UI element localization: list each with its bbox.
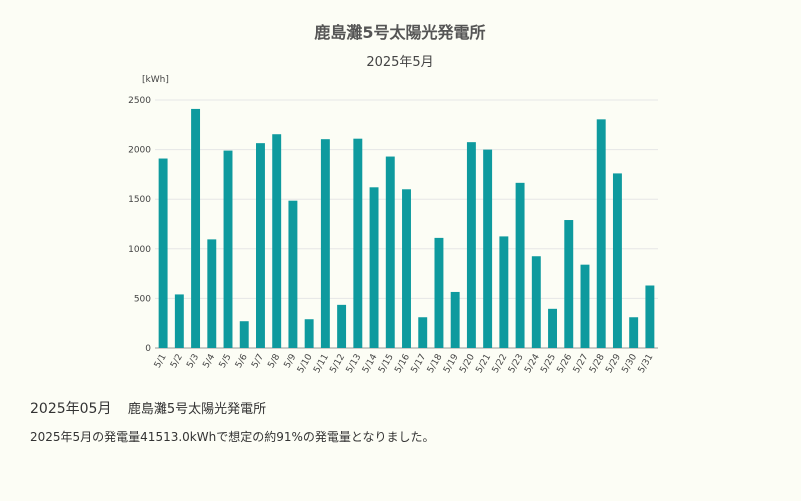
y-axis-unit: [kWh] [142,75,169,85]
x-tick-label: 5/18 [426,352,445,375]
bar [466,142,476,348]
bar [385,156,395,348]
x-tick-label: 5/10 [296,352,315,375]
bar [645,285,655,348]
bar [548,308,557,348]
bar [320,139,330,348]
x-tick-label: 5/28 [588,352,607,375]
x-tick-label: 5/26 [556,352,575,375]
x-tick-label: 5/19 [442,352,461,375]
chart-subtitle: 2025年5月 [366,55,433,70]
bar [272,134,282,348]
bar [304,319,314,348]
bar [434,237,444,348]
bar [337,304,347,348]
y-tick-label: 0 [145,344,151,354]
x-tick-label: 5/14 [361,352,380,375]
x-tick-label: 5/15 [377,353,396,376]
x-tick-label: 5/31 [637,353,656,376]
x-tick-label: 5/6 [234,352,250,370]
x-tick-label: 5/7 [250,353,266,371]
bar [256,143,265,348]
bar [483,149,493,348]
bar [564,220,574,348]
bar [207,239,217,348]
bar [158,158,168,348]
x-tick-label: 5/4 [201,352,217,370]
bar [174,294,184,348]
bar [369,187,379,348]
bar [596,119,606,349]
bar [531,256,541,348]
bar-chart: 鹿島灘5号太陽光発電所 2025年5月 [kWh] 0 500 1000 1500 20… [128,23,658,375]
bar [612,173,622,348]
bar [288,200,298,348]
bars [158,108,655,349]
x-tick-label: 5/12 [328,353,347,376]
bar [629,317,639,348]
chart-title: 鹿島灘5号太陽光発電所 [314,23,485,42]
y-tick-label: 500 [134,294,151,304]
x-tick-label: 5/8 [266,352,282,370]
bar [191,108,201,348]
x-tick-label: 5/22 [491,353,510,376]
bar [353,138,363,348]
summary-heading: 2025年05月 鹿島灘5号太陽光発電所 [30,398,266,418]
x-tick-label: 5/24 [523,352,542,375]
x-tick-label: 5/20 [458,352,477,375]
x-tick-labels: 5/1 5/2 5/3 5/4 5/5 5/6 5/7 5/8 5/95/105/115/125… [153,352,656,375]
bar [450,291,460,348]
summary-plant-name: 鹿島灘5号太陽光発電所 [127,402,267,417]
x-tick-label: 5/21 [474,353,493,376]
x-tick-label: 5/29 [604,352,623,375]
bar [580,264,590,348]
x-tick-label: 5/9 [283,352,299,370]
bar [402,189,411,348]
x-tick-label: 5/30 [620,352,639,375]
y-tick-label: 1000 [128,245,151,255]
x-tick-label: 5/23 [507,353,526,376]
x-tick-label: 5/27 [572,353,591,376]
x-tick-label: 5/25 [539,353,558,376]
x-tick-label: 5/5 [218,353,234,371]
y-tick-label: 1500 [128,195,151,205]
x-tick-label: 5/1 [153,353,169,371]
y-tick-label: 2000 [128,146,151,156]
bar [239,321,249,348]
summary-text: 2025年5月の発電量41513.0kWhで想定の約91%の発電量となりました。 [30,430,435,444]
y-tick-label: 2500 [128,96,151,106]
x-tick-label: 5/17 [410,353,429,376]
bar [499,236,509,348]
x-tick-label: 5/13 [345,353,364,376]
x-tick-label: 5/16 [393,352,412,375]
bar [418,317,428,348]
summary-date: 2025年05月 [30,401,112,417]
bar [515,182,525,348]
x-tick-label: 5/3 [185,353,201,371]
bar [223,150,233,348]
x-tick-label: 5/11 [312,353,331,376]
x-tick-label: 5/2 [169,353,185,371]
